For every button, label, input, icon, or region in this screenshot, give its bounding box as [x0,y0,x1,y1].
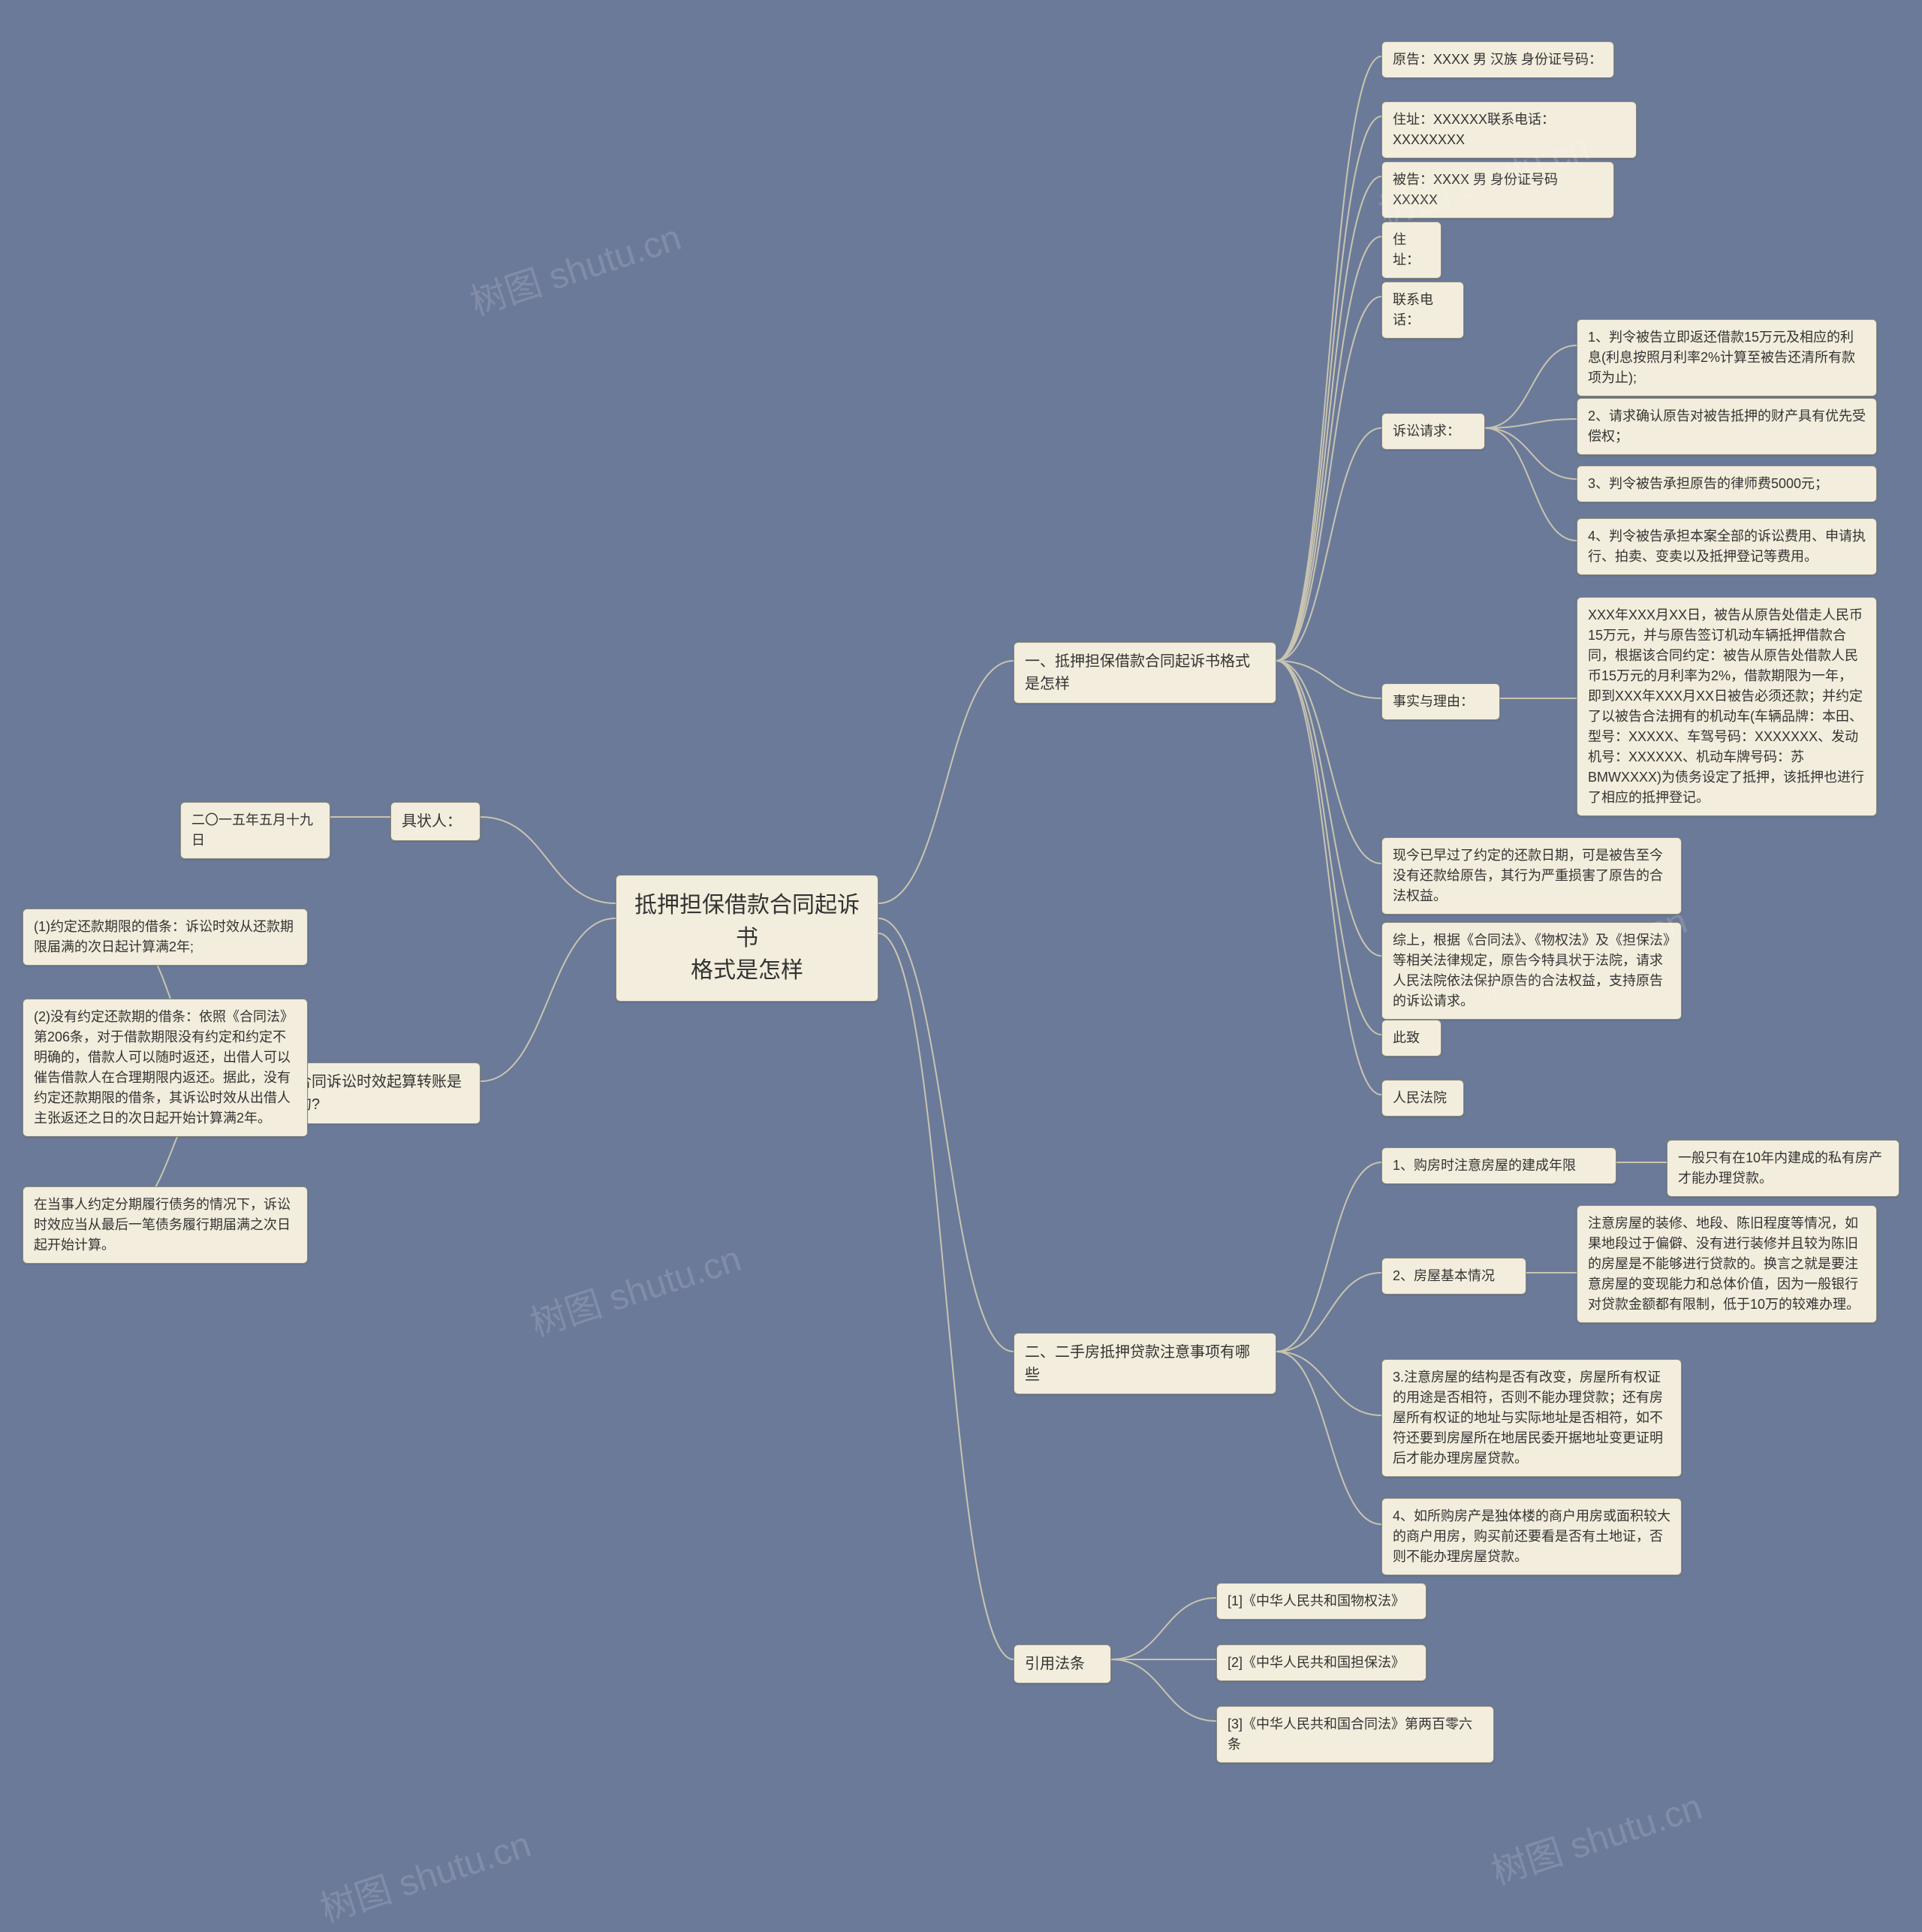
s1-address1: 住址：XXXXXX联系电话：XXXXXXXX [1381,101,1637,158]
s1-claim-1: 1、判令被告立即返还借款15万元及相应的利息(利息按照月利率2%计算至被告还清所… [1577,319,1877,396]
s1-plaintiff: 原告：XXXX 男 汉族 身份证号码： [1381,41,1614,78]
s2-item2-label[interactable]: 2、房屋基本情况 [1381,1258,1526,1295]
s1-claims-label[interactable]: 诉讼请求： [1381,413,1485,450]
s1-claim-3: 3、判令被告承担原告的律师费5000元； [1577,466,1877,502]
s2-item4: 4、如所购房产是独体楼的商户用房或面积较大的商户用房，购买前还要看是否有土地证，… [1381,1498,1682,1575]
center-node[interactable]: 抵押担保借款合同起诉书 格式是怎样 [616,875,878,1002]
s1-overdue: 现今已早过了约定的还款日期，可是被告至今没有还款给原告，其行为严重损害了原告的合… [1381,837,1682,915]
s2-item3: 3.注意房屋的结构是否有改变，房屋所有权证的用途是否相符，否则不能办理贷款；还有… [1381,1359,1682,1477]
cite-2: [2]《中华人民共和国担保法》 [1216,1644,1426,1681]
watermark: 树图 shutu.cn [523,1229,746,1346]
s1-court: 人民法院 [1381,1080,1464,1117]
s1-facts-label[interactable]: 事实与理由： [1381,683,1500,720]
s1-address2: 住址： [1381,222,1442,279]
s3-item3: 在当事人约定分期履行债务的情况下，诉讼时效应当从最后一笔债务履行期届满之次日起开… [23,1186,308,1264]
left-date: 二〇一五年五月十九日 [180,802,330,859]
watermark: 树图 shutu.cn [462,208,686,325]
s1-summary: 综上，根据《合同法》、《物权法》及《担保法》等相关法律规定，原告今特具状于法院，… [1381,922,1682,1020]
cite-3: [3]《中华人民共和国合同法》第两百零六条 [1216,1706,1494,1763]
left-signer[interactable]: 具状人： [390,802,480,841]
s3-item1: (1)约定还款期限的借条：诉讼时效从还款期限届满的次日起计算满2年; [23,909,308,966]
s1-facts-body: XXX年XXX月XX日，被告从原告处借走人民币15万元，并与原告签订机动车辆抵押… [1577,597,1877,816]
s3-item2: (2)没有约定还款期的借条：依照《合同法》第206条，对于借款期限没有约定和约定… [23,999,308,1137]
section-2[interactable]: 二、二手房抵押贷款注意事项有哪 些 [1014,1333,1276,1394]
s2-item2-body: 注意房屋的装修、地段、陈旧程度等情况，如果地段过于偏僻、没有进行装修并且较为陈旧… [1577,1205,1877,1323]
s2-item1-label[interactable]: 1、购房时注意房屋的建成年限 [1381,1147,1616,1184]
s1-cizhi: 此致 [1381,1020,1442,1056]
section-1[interactable]: 一、抵押担保借款合同起诉书格式 是怎样 [1014,642,1276,704]
watermark: 树图 shutu.cn [1484,1777,1707,1894]
s2-item1-body: 一般只有在10年内建成的私有房产才能办理贷款。 [1667,1140,1899,1197]
s1-phone: 联系电话： [1381,282,1464,339]
s1-claim-2: 2、请求确认原告对被告抵押的财产具有优先受偿权； [1577,398,1877,455]
cite-1: [1]《中华人民共和国物权法》 [1216,1583,1426,1620]
section-cite[interactable]: 引用法条 [1014,1644,1111,1683]
s1-claim-4: 4、判令被告承担本案全部的诉讼费用、申请执行、拍卖、变卖以及抵押登记等费用。 [1577,518,1877,575]
watermark: 树图 shutu.cn [312,1815,536,1932]
s1-defendant: 被告：XXXX 男 身份证号码XXXXX [1381,161,1614,219]
